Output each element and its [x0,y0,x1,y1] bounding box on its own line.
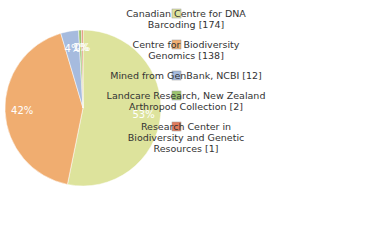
svg-text:Canadian Centre for DNABarcodi: Canadian Centre for DNABarcoding [174] [126,8,246,30]
svg-text:0%: 0% [74,42,90,53]
svg-text:Research Center inBiodiversity: Research Center inBiodiversity and Genet… [128,121,245,154]
svg-text:53%: 53% [132,108,155,120]
svg-text:42%: 42% [11,105,33,116]
svg-text:Landcare Research, New Zealand: Landcare Research, New ZealandArthropod … [107,90,266,112]
svg-text:Centre for BiodiversityGenomic: Centre for BiodiversityGenomics [138] [133,39,240,61]
svg-text:Mined from GenBank, NCBI [12]: Mined from GenBank, NCBI [12] [110,70,262,81]
